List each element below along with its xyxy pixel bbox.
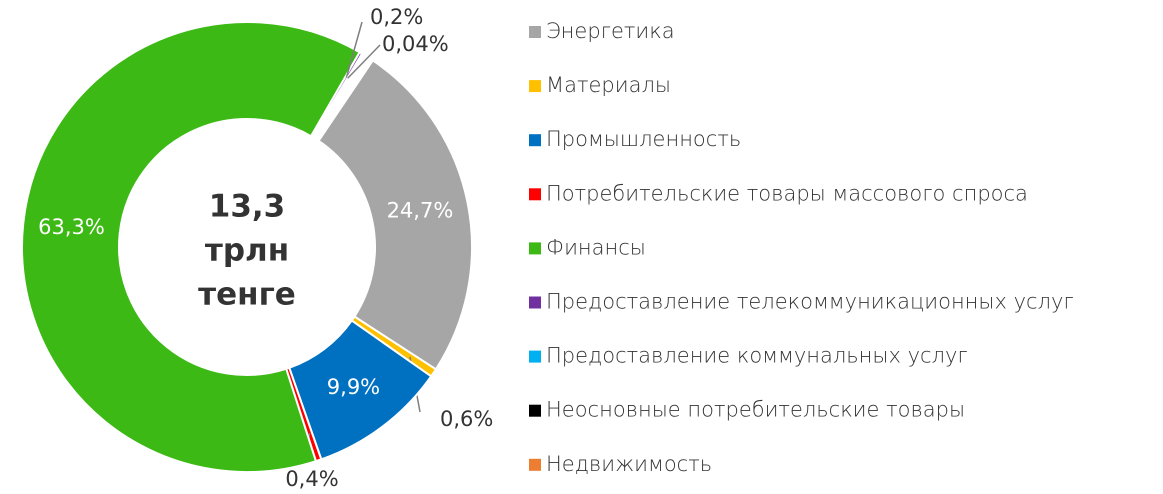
legend-label: Финансы — [546, 235, 646, 259]
center-text: тенге — [198, 277, 296, 313]
slice — [311, 52, 364, 139]
data-label: 24,7% — [387, 199, 454, 223]
legend-label: Предоставление телекоммуникационных услу… — [546, 290, 1074, 314]
legend-label: Потребительские товары массового спроса — [546, 181, 1028, 205]
legend-swatch — [529, 26, 541, 38]
legend-swatch — [529, 242, 541, 255]
legend-swatch — [529, 350, 541, 363]
legend-swatch — [529, 80, 541, 93]
center-text: 13,3 — [209, 189, 286, 225]
legend-swatch — [529, 458, 541, 471]
legend-swatch — [529, 188, 541, 201]
center-text: трлн — [205, 233, 289, 269]
legend-swatch — [529, 404, 541, 417]
leader-line — [345, 21, 363, 78]
data-label: 9,9% — [327, 375, 380, 399]
legend-label: Предоставление коммунальных услуг — [546, 344, 968, 368]
slice — [317, 59, 473, 371]
legend-label: Энергетика — [546, 19, 675, 43]
legend-label: Материалы — [546, 73, 671, 97]
leader-line — [347, 44, 381, 79]
data-label: 0,04% — [382, 32, 449, 56]
data-label: 0,6% — [440, 407, 493, 431]
data-label: 0,2% — [370, 5, 423, 29]
legend-swatch — [529, 296, 541, 309]
legend-label: Неосновные потребительские товары — [546, 398, 965, 422]
legend-swatch — [529, 134, 541, 147]
legend-label: Недвижимость — [546, 452, 712, 476]
data-label: 63,3% — [38, 215, 105, 239]
data-label: 0,4% — [285, 467, 338, 491]
legend-label: Промышленность — [546, 127, 741, 151]
slice — [21, 21, 362, 473]
